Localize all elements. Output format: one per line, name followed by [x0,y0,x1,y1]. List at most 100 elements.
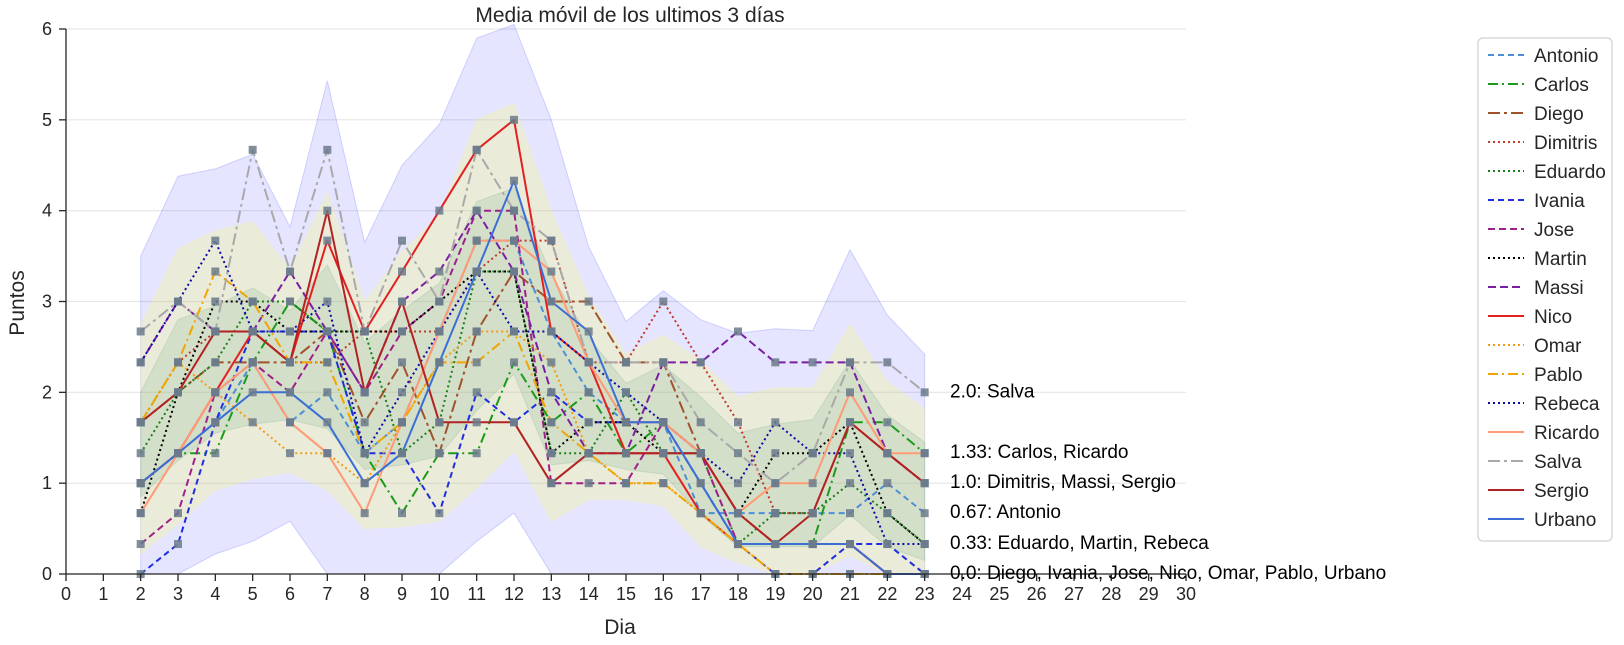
legend-box [1477,37,1613,542]
x-tick-label-28: 28 [1101,584,1121,604]
x-tick-label-20: 20 [803,584,823,604]
marker-sergio-15 [622,449,630,458]
marker-salva-11 [472,145,481,154]
marker-eduardo-19 [771,509,780,518]
marker-sergio-10 [435,418,444,427]
marker-rebeca-12 [510,327,518,336]
legend-label-salva: Salva [1534,452,1582,473]
annotation-1: 1.33: Carlos, Ricardo [950,442,1128,463]
marker-salva-17 [696,418,705,427]
marker-urbano-16 [659,418,668,427]
x-tick-label-30: 30 [1176,584,1196,604]
marker-ricardo-8 [360,509,369,518]
x-tick-label-26: 26 [1027,584,1047,604]
marker-salva-19 [771,479,780,488]
marker-salva-21 [846,358,854,367]
marker-carlos-11 [472,449,481,458]
marker-sergio-7 [323,206,332,215]
marker-ivania-11 [472,388,481,397]
marker-sergio-14 [584,449,593,458]
marker-sergio-16 [659,449,668,458]
marker-sergio-18 [734,509,742,518]
confidence-bands [140,23,926,575]
series-line-rebeca [139,239,925,545]
x-tick-label-14: 14 [579,584,599,604]
marker-pablo-15 [622,479,630,488]
marker-urbano-3 [174,449,182,458]
marker-antonio-7 [323,388,332,397]
marker-carlos-9 [398,509,406,518]
marker-urbano-8 [360,479,369,488]
x-tick-label-4: 4 [210,584,220,604]
marker-salva-9 [398,236,406,245]
marker-massi-19 [771,358,780,367]
marker-dimitris-16 [659,297,668,306]
marker-antonio-21 [846,509,854,518]
annotation-4: 0.33: Eduardo, Martin, Rebeca [950,533,1209,554]
marker-martin-9 [398,327,406,336]
marker-martin-4 [211,297,220,306]
x-tick-label-27: 27 [1064,584,1084,604]
marker-salva-20 [808,449,817,458]
marker-rebeca-19 [771,418,780,427]
marker-martin-22 [883,509,892,518]
marker-nico-9 [398,267,406,276]
marker-rebeca-9 [398,388,406,397]
marker-rebeca-18 [734,479,742,488]
marker-pablo-3 [174,358,182,367]
marker-pablo-11 [472,358,481,367]
data-markers [136,115,929,578]
y-tick-label-1: 1 [42,473,52,493]
marker-ricardo-7 [323,449,332,458]
marker-massi-20 [808,358,817,367]
x-tick-label-9: 9 [397,584,407,604]
marker-rebeca-13 [547,327,556,336]
x-tick-label-1: 1 [98,584,108,604]
marker-massi-13 [547,388,556,397]
marker-ricardo-13 [547,267,556,276]
marker-nico-10 [435,206,444,215]
marker-martin-19 [771,449,780,458]
marker-salva-8 [360,327,369,336]
legend-label-nico: Nico [1534,307,1572,328]
marker-ricardo-5 [248,358,257,367]
marker-carlos-22 [883,418,892,427]
chart-title: Media móvil de los ultimos 3 días [475,4,784,27]
y-axis-label: Puntos [6,270,29,335]
marker-urbano-6 [286,388,294,397]
marker-urbano-2 [136,479,145,488]
marker-salva-13 [547,236,556,245]
x-tick-label-0: 0 [61,584,71,604]
marker-massi-18 [734,327,742,336]
series-lines [139,118,926,575]
marker-rebeca-21 [846,449,854,458]
marker-urbano-18 [734,540,742,549]
legend-label-sergio: Sergio [1534,481,1589,502]
marker-urbano-7 [323,418,332,427]
y-tick-label-4: 4 [42,201,52,221]
marker-urbano-14 [584,327,593,336]
marker-ricardo-20 [808,479,817,488]
marker-martin-13 [547,449,556,458]
legend-label-ricardo: Ricardo [1534,423,1599,444]
marker-eduardo-6 [286,297,294,306]
marker-massi-10 [435,267,444,276]
marker-pablo-13 [547,418,556,427]
marker-pablo-7 [323,358,332,367]
marker-ricardo-11 [472,236,481,245]
x-tick-label-18: 18 [728,584,748,604]
marker-ricardo-4 [211,388,220,397]
x-tick-label-8: 8 [360,584,370,604]
marker-carlos-12 [510,358,518,367]
x-tick-label-3: 3 [173,584,183,604]
series-line-eduardo [139,270,926,545]
series-line-salva [140,148,926,485]
marker-antonio-23 [920,509,929,518]
marker-urbano-15 [622,418,630,427]
marker-carlos-4 [211,449,220,458]
marker-pablo-17 [696,509,705,518]
marker-massi-11 [472,206,481,215]
legend-label-massi: Massi [1534,278,1584,299]
series-line-sergio [140,209,926,545]
legend-label-diego: Diego [1534,104,1584,125]
